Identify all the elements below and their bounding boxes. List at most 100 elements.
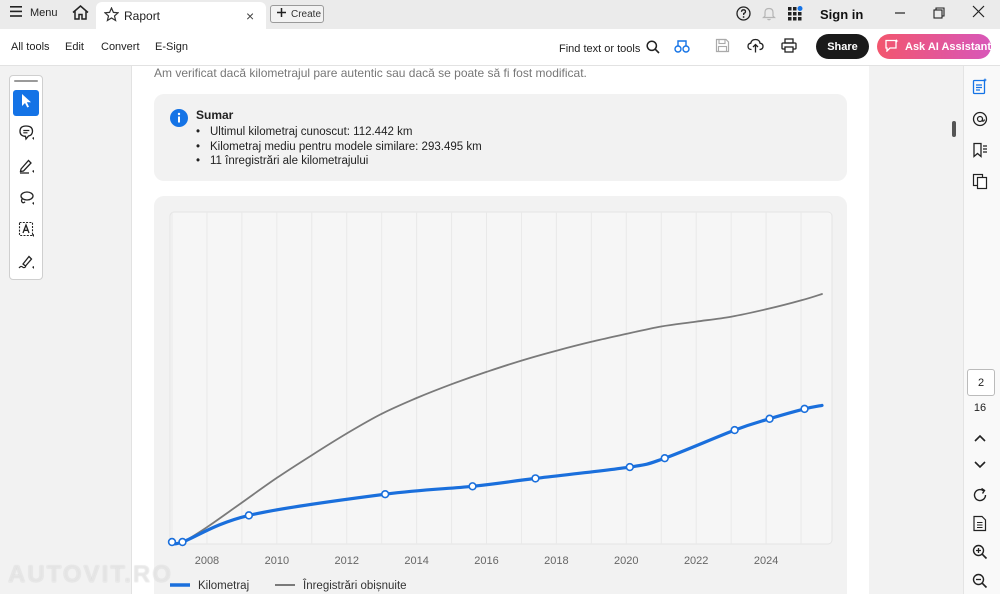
pages-thumbnail-icon[interactable] — [972, 173, 988, 195]
share-button[interactable]: Share — [816, 34, 869, 59]
hamburger-icon — [10, 6, 22, 20]
sign-in-button[interactable]: Sign in — [820, 7, 864, 22]
pen-icon — [18, 157, 35, 179]
search-icon — [646, 40, 660, 57]
restore-icon[interactable] — [933, 6, 945, 24]
zoom-in-icon[interactable] — [972, 544, 988, 565]
comment-icon — [18, 124, 35, 146]
plot-area — [169, 211, 833, 545]
find-text-tools[interactable]: Find text or tools — [559, 40, 660, 57]
data-point — [178, 537, 187, 547]
minimize-icon[interactable] — [894, 6, 906, 24]
page-fit-icon[interactable] — [972, 515, 988, 537]
ai-assistant-icon — [885, 38, 899, 55]
data-point — [730, 425, 739, 435]
esign-menu[interactable]: E-Sign — [155, 41, 189, 53]
chevron-down-icon[interactable] — [972, 458, 988, 477]
tab-close-button[interactable]: × — [246, 8, 255, 24]
chevron-up-icon[interactable] — [972, 431, 988, 450]
comment-tool[interactable] — [13, 122, 39, 148]
all-tools-menu[interactable]: All tools — [11, 41, 50, 53]
summary-item: 11 înregistrări ale kilometrajului — [196, 154, 482, 169]
data-point — [660, 453, 669, 463]
sign-tool[interactable] — [13, 251, 39, 277]
ai-assistant-label: Ask AI Assistant — [905, 40, 991, 53]
scrollbar-thumb[interactable] — [952, 121, 956, 137]
lasso-icon — [18, 189, 35, 211]
edit-menu[interactable]: Edit — [65, 41, 84, 53]
ask-ai-assistant-button[interactable]: Ask AI Assistant — [877, 34, 991, 59]
data-point — [380, 489, 390, 499]
legend-label: Kilometraj — [198, 580, 249, 592]
plus-icon — [277, 8, 286, 20]
select-tool[interactable] — [13, 90, 39, 116]
title-bar: Menu Raport × Create Sign in — [0, 0, 1000, 30]
create-button[interactable]: Create — [270, 5, 324, 23]
tab-raport[interactable]: Raport × — [96, 2, 266, 29]
data-point — [625, 462, 634, 472]
menu-button[interactable]: Menu — [10, 6, 58, 20]
current-page-input[interactable]: 2 — [967, 369, 995, 396]
text-box-icon — [18, 221, 35, 243]
x-tick-label: 2008 — [195, 555, 219, 567]
signature-pen-icon — [18, 253, 35, 275]
right-canvas-area — [869, 66, 963, 594]
bell-icon[interactable] — [762, 6, 776, 26]
data-point — [800, 404, 809, 414]
upload-icon[interactable] — [747, 38, 764, 58]
panel-grip[interactable] — [14, 80, 38, 82]
x-tick-label: 2018 — [544, 555, 568, 567]
summary-box: Sumar Ultimul kilometraj cunoscut: 112.4… — [154, 94, 847, 181]
apps-icon[interactable] — [788, 6, 803, 26]
help-icon[interactable] — [736, 6, 751, 26]
menu-label: Menu — [30, 7, 58, 19]
close-window-icon[interactable] — [972, 5, 985, 23]
bookmark-icon[interactable] — [972, 142, 988, 163]
legend-label: Înregistrări obișnuite — [302, 579, 407, 592]
ai-summary-icon[interactable] — [972, 78, 988, 100]
draw-tool[interactable] — [13, 187, 39, 213]
data-point — [244, 511, 254, 520]
zoom-out-icon[interactable] — [972, 573, 988, 594]
text-tool[interactable] — [13, 219, 39, 245]
x-tick-label: 2020 — [614, 555, 638, 567]
x-tick-label: 2022 — [684, 555, 708, 567]
mileage-chart: 2008 2010 2012 2014 2016 2018 2020 2022 2024 Kilo… — [167, 211, 833, 592]
print-icon[interactable] — [781, 38, 797, 58]
x-tick-label: 2024 — [754, 555, 778, 567]
series-line-inregistrari-obisnuite — [171, 293, 823, 544]
summary-title: Sumar — [196, 108, 234, 122]
data-point — [531, 474, 540, 483]
x-tick-label: 2012 — [334, 555, 358, 567]
create-label: Create — [291, 8, 322, 20]
summary-list: Ultimul kilometraj cunoscut: 112.442 km … — [196, 125, 482, 169]
x-tick-label: 2010 — [265, 555, 289, 567]
save-icon[interactable] — [715, 38, 730, 58]
data-point — [468, 482, 477, 491]
tab-label: Raport — [124, 9, 161, 23]
intro-text: Am verificat dacă kilometrajul pare aute… — [154, 66, 587, 80]
refresh-icon[interactable] — [972, 487, 988, 508]
home-icon — [72, 5, 89, 25]
x-tick-label: 2014 — [404, 555, 428, 567]
comments-panel-icon[interactable] — [972, 111, 988, 132]
summary-item: Kilometraj mediu pentru modele similare:… — [196, 140, 482, 155]
data-point — [167, 537, 177, 547]
cursor-icon — [19, 93, 33, 114]
info-icon — [170, 109, 188, 132]
home-button[interactable] — [70, 5, 90, 25]
main-toolbar: All tools Edit Convert E-Sign Find text … — [0, 29, 1000, 66]
compare-icon[interactable] — [674, 38, 690, 59]
data-point — [765, 414, 774, 423]
x-tick-label: 2016 — [474, 555, 498, 567]
highlight-tool[interactable] — [13, 155, 39, 181]
convert-menu[interactable]: Convert — [101, 41, 140, 53]
watermark-logo: AUTOVIT.RO — [8, 561, 173, 588]
star-icon[interactable] — [103, 6, 120, 27]
mileage-chart-card: 2008 2010 2012 2014 2016 2018 2020 2022 2024 Kilo… — [154, 196, 847, 594]
total-pages: 16 — [973, 402, 987, 414]
find-label: Find text or tools — [559, 42, 641, 55]
quick-tools-panel — [9, 75, 43, 280]
document-page: Am verificat dacă kilometrajul pare aute… — [131, 66, 870, 594]
summary-item: Ultimul kilometraj cunoscut: 112.442 km — [196, 125, 482, 140]
